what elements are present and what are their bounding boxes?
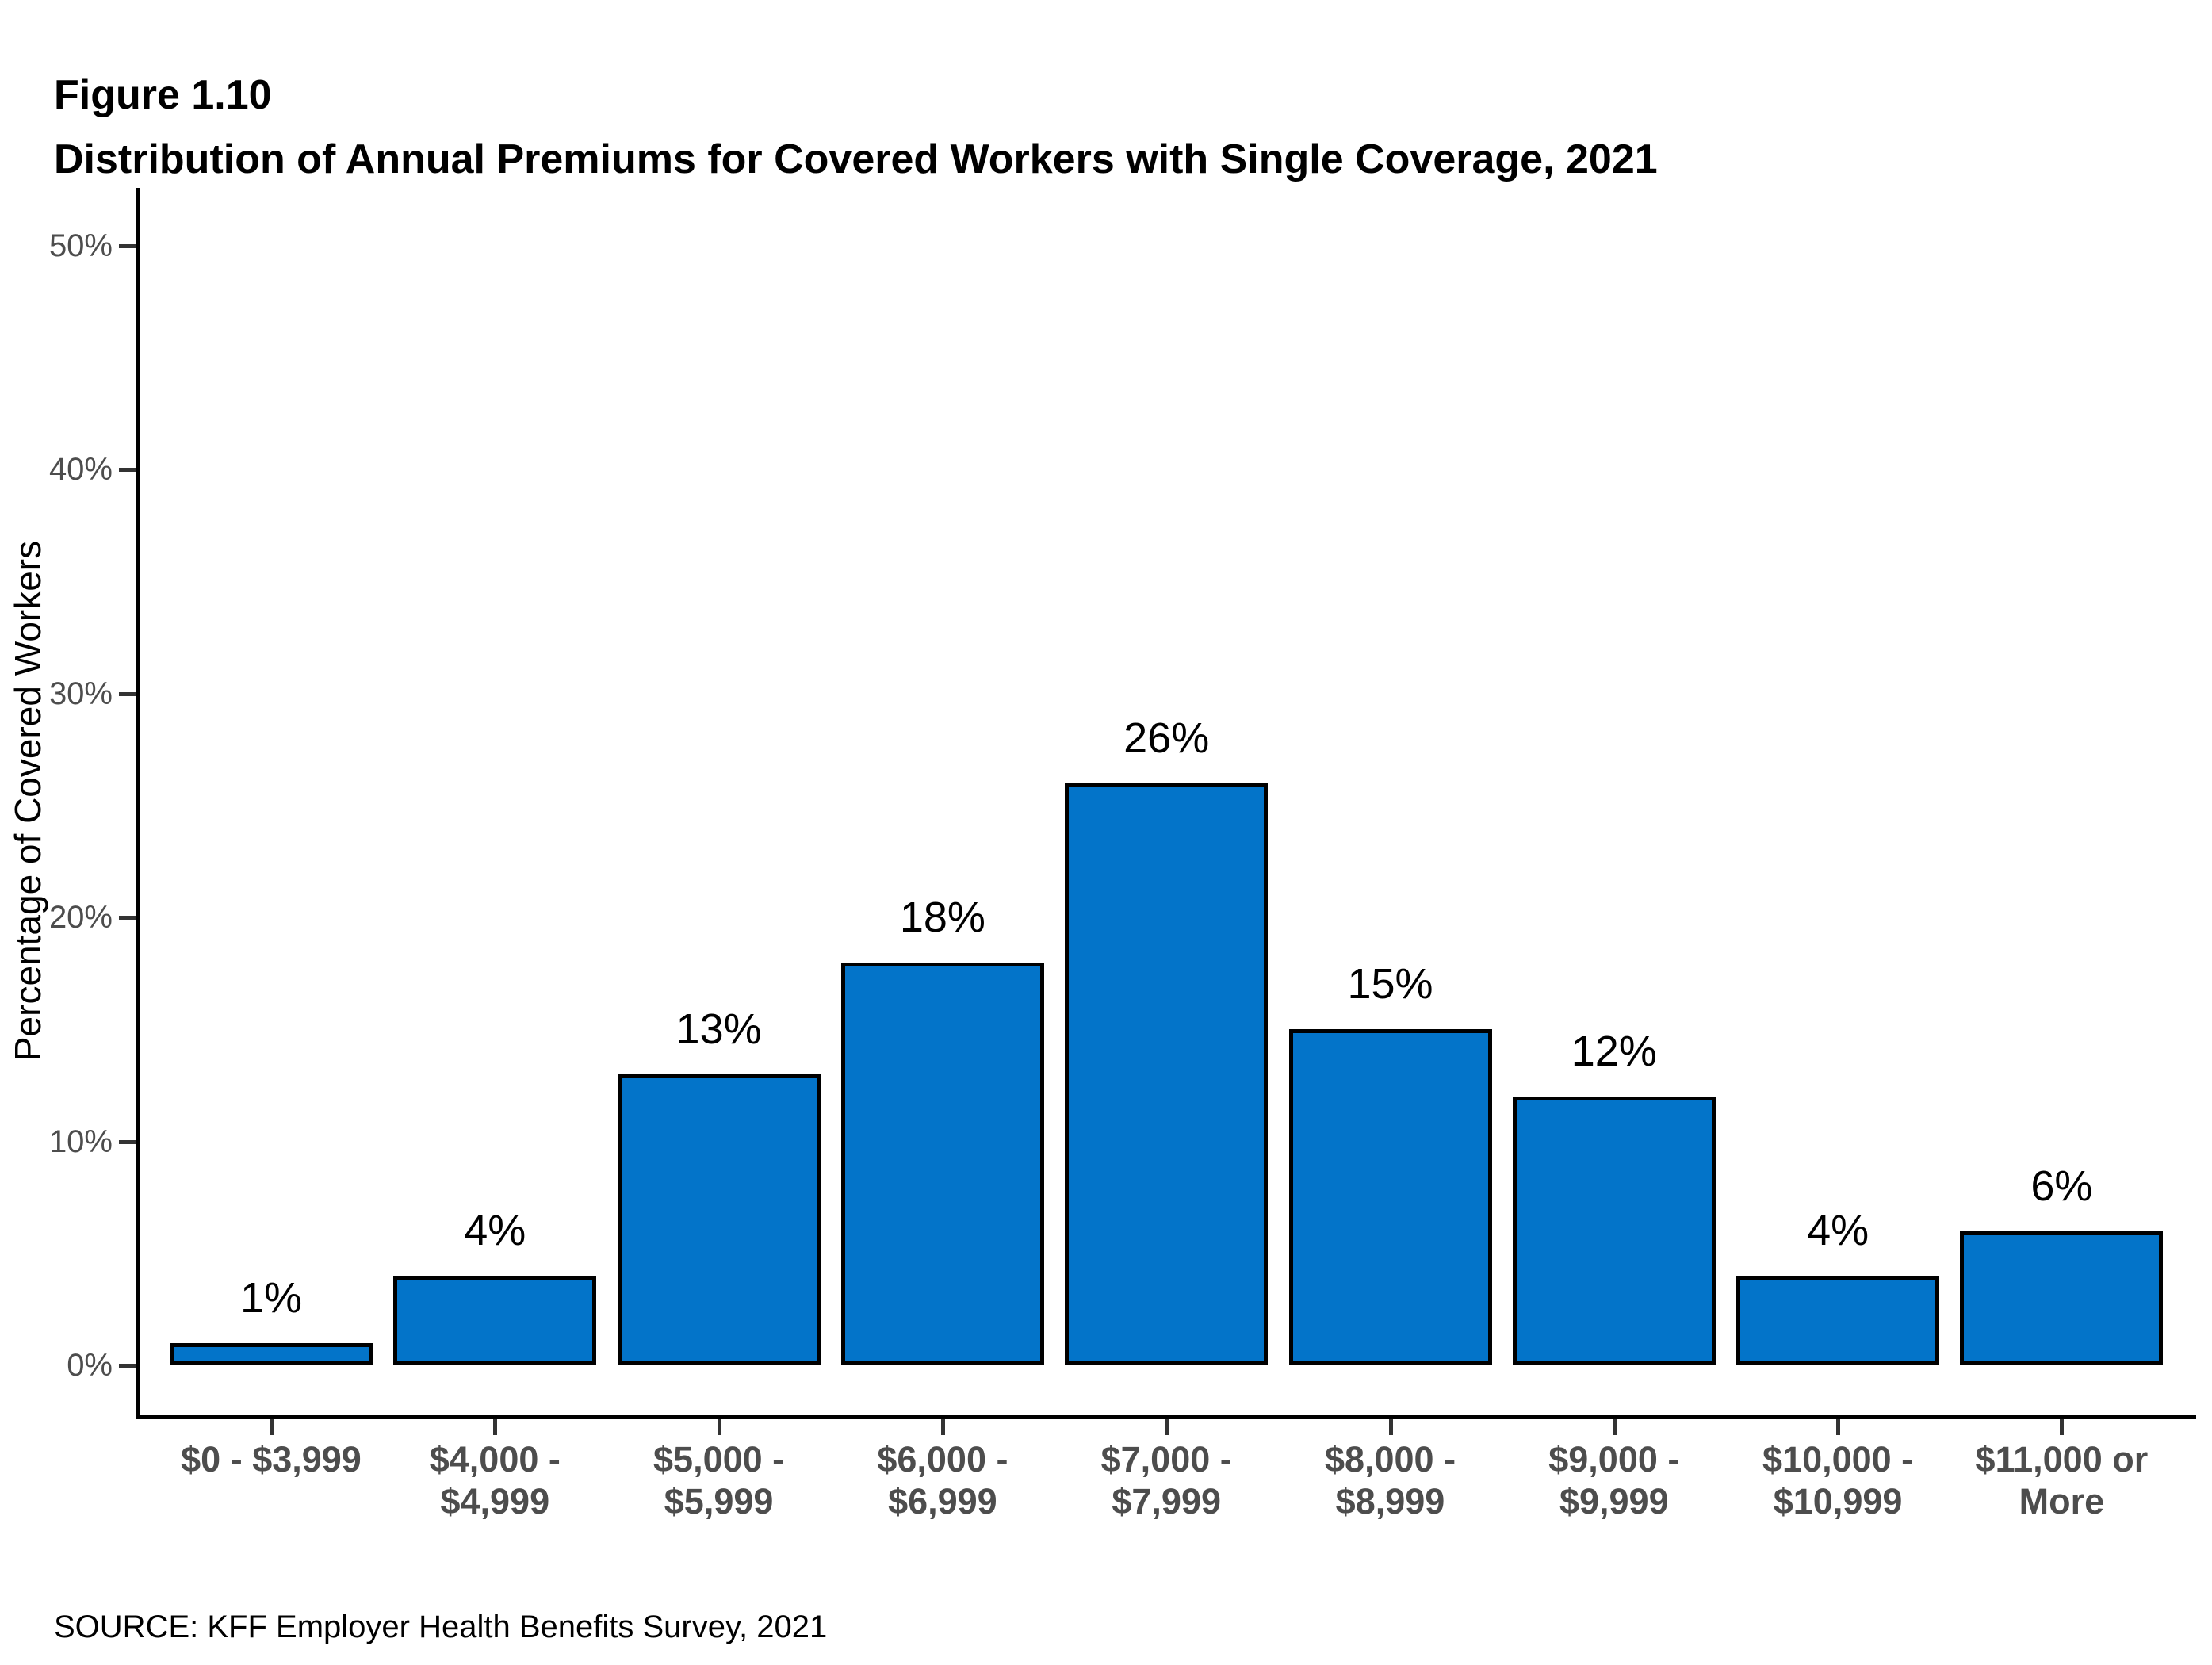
x-tick-label-line: $11,000 or [1975,1439,2149,1479]
y-tick-mark [119,468,136,473]
bar-value-label: 13% [675,1005,762,1053]
source-note: SOURCE: KFF Employer Health Benefits Sur… [54,1610,828,1644]
x-tick-label-line: $5,000 - [653,1439,785,1479]
figure-number: Figure 1.10 [54,72,272,118]
x-tick-label: $0 - $3,999 [159,1438,384,1480]
x-tick-label-line: $4,000 - [429,1439,561,1479]
x-tick-mark [1612,1419,1617,1435]
x-tick-label-line: $10,000 - [1762,1439,1914,1479]
y-tick-mark [119,1139,136,1144]
y-tick-label: 50% [48,228,113,263]
x-tick-label-line: $9,999 [1559,1481,1669,1521]
bar-value-label: 26% [1123,714,1210,762]
x-tick-label-line: $9,000 - [1548,1439,1680,1479]
bar-value-label: 12% [1571,1028,1657,1076]
x-tick-label: $8,000 - $8,999 [1278,1438,1503,1522]
x-tick-label-line: $10,999 [1773,1481,1903,1521]
x-tick-label-line: $4,999 [440,1481,550,1521]
bar [1065,783,1269,1365]
y-axis-line [136,188,140,1419]
x-tick-label: $4,000 - $4,999 [382,1438,607,1522]
y-tick-mark [119,916,136,921]
bar [1960,1231,2164,1365]
bar [1736,1276,1940,1365]
bar [840,962,1044,1365]
bar [170,1342,373,1365]
bar-value-label: 4% [1807,1207,1869,1255]
x-tick-label-line: $0 - $3,999 [181,1439,362,1479]
x-tick-label-line: $5,999 [664,1481,774,1521]
x-tick-label-line: $7,999 [1112,1481,1221,1521]
bar [1288,1029,1492,1365]
x-tick-mark [1165,1419,1169,1435]
x-tick-label: $9,000 - $9,999 [1502,1438,1727,1522]
y-tick-label: 40% [48,452,113,488]
y-tick-label: 10% [48,1123,113,1159]
bar [617,1074,821,1365]
y-tick-mark [119,1364,136,1368]
x-tick-mark [717,1419,721,1435]
x-tick-label-line: More [2019,1481,2105,1521]
x-tick-label-line: $7,000 - [1100,1439,1232,1479]
x-tick-label-line: $6,000 - [877,1439,1008,1479]
x-tick-label: $5,000 - $5,999 [607,1438,832,1522]
y-tick-label: 30% [48,676,113,711]
x-tick-label-line: $8,000 - [1324,1439,1456,1479]
bar [1512,1097,1716,1365]
x-tick-label: $11,000 or More [1949,1438,2174,1522]
bar-value-label: 15% [1347,960,1433,1009]
x-tick-mark [1388,1419,1393,1435]
y-tick-label: 20% [48,900,113,936]
bar-value-label: 4% [464,1207,526,1255]
x-tick-label: $10,000 - $10,999 [1725,1438,1950,1522]
x-tick-mark [270,1419,274,1435]
x-tick-mark [2060,1419,2065,1435]
x-tick-mark [940,1419,945,1435]
x-tick-mark [1836,1419,1841,1435]
x-tick-label: $6,000 - $6,999 [830,1438,1055,1522]
bar-value-label: 18% [899,893,985,941]
y-tick-mark [119,244,136,248]
y-tick-mark [119,691,136,696]
x-tick-label: $7,000 - $7,999 [1054,1438,1279,1522]
x-tick-label-line: $8,999 [1335,1481,1445,1521]
x-axis-line [136,1415,2196,1419]
x-tick-mark [493,1419,498,1435]
bar-value-label: 6% [2030,1162,2093,1210]
figure-title: Distribution of Annual Premiums for Cove… [54,136,1658,182]
bar [393,1276,597,1365]
x-tick-label-line: $6,999 [888,1481,997,1521]
y-tick-label: 0% [67,1348,113,1383]
bar-value-label: 1% [239,1273,303,1322]
